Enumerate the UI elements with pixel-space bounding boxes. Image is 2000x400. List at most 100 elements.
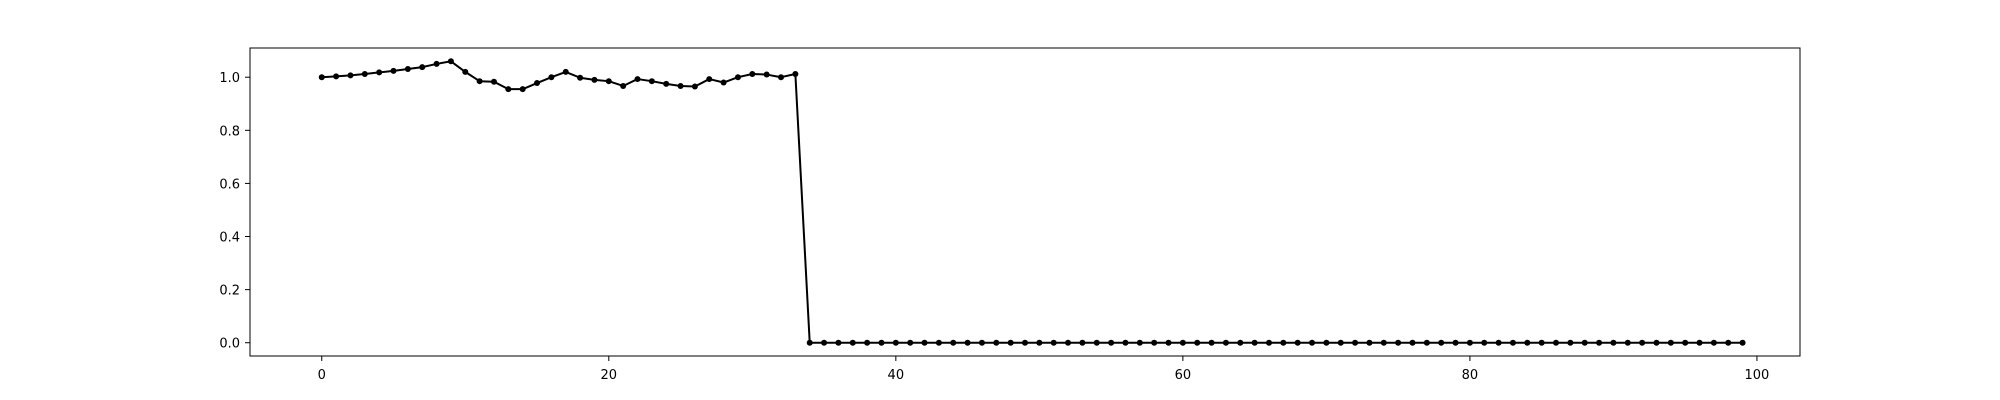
data-point xyxy=(1452,339,1459,346)
data-point xyxy=(634,76,641,83)
data-point xyxy=(562,68,569,75)
data-point xyxy=(1065,339,1072,346)
data-point xyxy=(1337,339,1344,346)
data-point xyxy=(921,339,928,346)
data-point xyxy=(433,60,440,67)
data-point xyxy=(1108,339,1115,346)
data-point xyxy=(318,74,325,81)
data-point xyxy=(1222,339,1229,346)
data-point xyxy=(1423,339,1430,346)
data-point xyxy=(1466,339,1473,346)
data-point xyxy=(978,339,985,346)
data-point xyxy=(907,339,914,346)
data-point xyxy=(720,79,727,86)
data-point xyxy=(1022,339,1028,346)
data-point xyxy=(1509,339,1516,346)
data-point xyxy=(1739,339,1746,346)
data-point xyxy=(333,73,340,80)
data-point xyxy=(950,339,957,346)
data-point xyxy=(1050,339,1057,346)
data-point xyxy=(1165,339,1172,346)
data-point xyxy=(1624,339,1631,346)
data-point xyxy=(1151,339,1158,346)
data-point xyxy=(1567,339,1574,346)
data-point xyxy=(534,80,541,87)
data-point xyxy=(1639,339,1646,346)
data-point xyxy=(935,339,942,346)
data-point xyxy=(835,339,842,346)
data-point xyxy=(1380,339,1387,346)
data-point xyxy=(462,68,469,75)
x-tick-label: 100 xyxy=(1745,368,1770,383)
data-point xyxy=(1294,339,1301,346)
data-point xyxy=(1194,339,1201,346)
data-point xyxy=(1596,339,1603,346)
data-point xyxy=(1610,339,1617,346)
data-point xyxy=(419,64,426,71)
data-point xyxy=(1581,339,1588,346)
data-point xyxy=(763,71,770,78)
series-layer xyxy=(318,58,1746,346)
data-point xyxy=(591,76,598,83)
data-point xyxy=(1309,339,1316,346)
data-point xyxy=(1524,339,1531,346)
data-point xyxy=(1409,339,1416,346)
data-point xyxy=(1538,339,1545,346)
data-point xyxy=(1122,339,1129,346)
data-point xyxy=(1007,339,1014,346)
data-point xyxy=(1179,339,1186,346)
data-point xyxy=(864,339,871,346)
data-point xyxy=(1323,339,1330,346)
y-tick-label: 1.0 xyxy=(219,71,240,86)
data-point xyxy=(1237,339,1244,346)
data-point xyxy=(1495,339,1502,346)
data-point xyxy=(1366,339,1373,346)
y-tick-label: 0.4 xyxy=(219,231,240,246)
data-point xyxy=(447,58,454,65)
data-point xyxy=(1682,339,1689,346)
data-point xyxy=(1667,339,1674,346)
data-point xyxy=(878,339,885,346)
x-tick-label: 40 xyxy=(888,368,905,383)
data-point xyxy=(706,76,713,83)
data-point xyxy=(964,339,971,346)
data-point xyxy=(361,71,368,78)
data-point xyxy=(677,82,684,89)
data-point xyxy=(648,78,655,85)
data-point xyxy=(691,83,698,90)
data-point xyxy=(1481,339,1488,346)
y-tick-label: 0.8 xyxy=(219,124,240,139)
x-tick-label: 20 xyxy=(601,368,618,383)
data-point xyxy=(1265,339,1272,346)
data-point xyxy=(806,339,813,346)
data-point xyxy=(505,86,512,93)
data-point xyxy=(347,72,354,79)
data-point xyxy=(749,71,756,78)
plot-frame xyxy=(249,47,1801,357)
data-point xyxy=(390,67,397,74)
data-point xyxy=(1093,339,1100,346)
data-point xyxy=(1079,339,1086,346)
data-point xyxy=(404,65,411,72)
data-point xyxy=(519,86,526,93)
y-tick-label: 0.6 xyxy=(219,177,240,192)
data-point xyxy=(376,69,383,76)
data-point xyxy=(1251,339,1258,346)
data-point xyxy=(778,74,785,81)
data-point xyxy=(1438,339,1445,346)
series-line xyxy=(321,60,1743,344)
data-point xyxy=(1725,339,1732,346)
data-point xyxy=(1036,339,1043,346)
x-axis: 0 20 40 60 80 100 xyxy=(318,356,1770,383)
data-point xyxy=(849,339,856,346)
data-point xyxy=(577,74,584,81)
data-point xyxy=(1696,339,1703,346)
data-point xyxy=(1553,339,1560,346)
x-tick-label: 80 xyxy=(1462,368,1479,383)
data-point xyxy=(1653,339,1660,346)
y-tick-label: 0.0 xyxy=(219,337,240,352)
data-point xyxy=(1710,339,1717,346)
y-tick-label: 0.2 xyxy=(219,284,240,299)
data-point xyxy=(663,80,670,87)
